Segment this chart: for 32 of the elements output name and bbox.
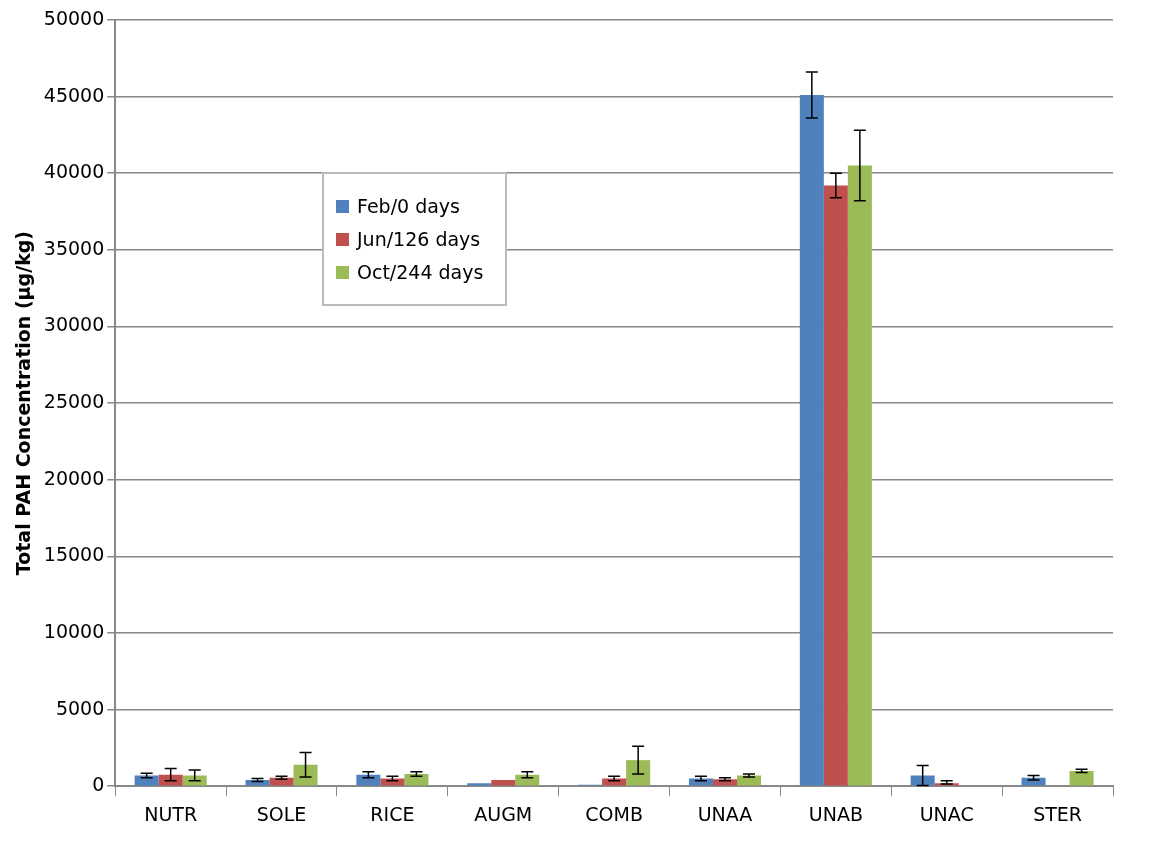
x-tick-label: UNAA [697, 802, 753, 825]
x-tick-label: SOLE [256, 802, 307, 825]
y-tick-label: 50000 [43, 6, 105, 29]
bar [491, 780, 516, 786]
bar [1069, 770, 1094, 786]
legend-label: Oct/244 days [357, 261, 484, 283]
x-tick-label: UNAC [919, 802, 974, 825]
x-tick-label: COMB [585, 802, 643, 825]
y-tick-label: 45000 [43, 83, 105, 106]
y-tick-label: 10000 [43, 619, 105, 642]
bar [293, 764, 318, 786]
x-tick-label: AUGM [474, 802, 533, 825]
x-tick-label: UNAB [808, 802, 863, 825]
y-tick-label: 5000 [55, 696, 105, 719]
bar [823, 185, 848, 786]
y-tick-label: 30000 [43, 313, 105, 336]
y-tick-label: 0 [92, 773, 105, 796]
x-tick-label: STER [1033, 802, 1083, 825]
legend-label: Feb/0 days [357, 195, 461, 217]
legend-label: Jun/126 days [357, 228, 481, 250]
bar [799, 95, 824, 786]
y-tick-label: 40000 [43, 160, 105, 183]
bar [910, 775, 935, 786]
x-tick-label: RICE [370, 802, 415, 825]
y-axis-title: Total PAH Concentration (µg/kg) [12, 230, 35, 576]
y-tick-label: 35000 [43, 236, 105, 259]
bar [626, 760, 651, 786]
y-tick-label: 20000 [43, 466, 105, 489]
y-tick-label: 15000 [43, 543, 105, 566]
y-tick-label: 25000 [43, 390, 105, 413]
bar [847, 165, 872, 786]
x-tick-label: NUTR [144, 802, 198, 825]
